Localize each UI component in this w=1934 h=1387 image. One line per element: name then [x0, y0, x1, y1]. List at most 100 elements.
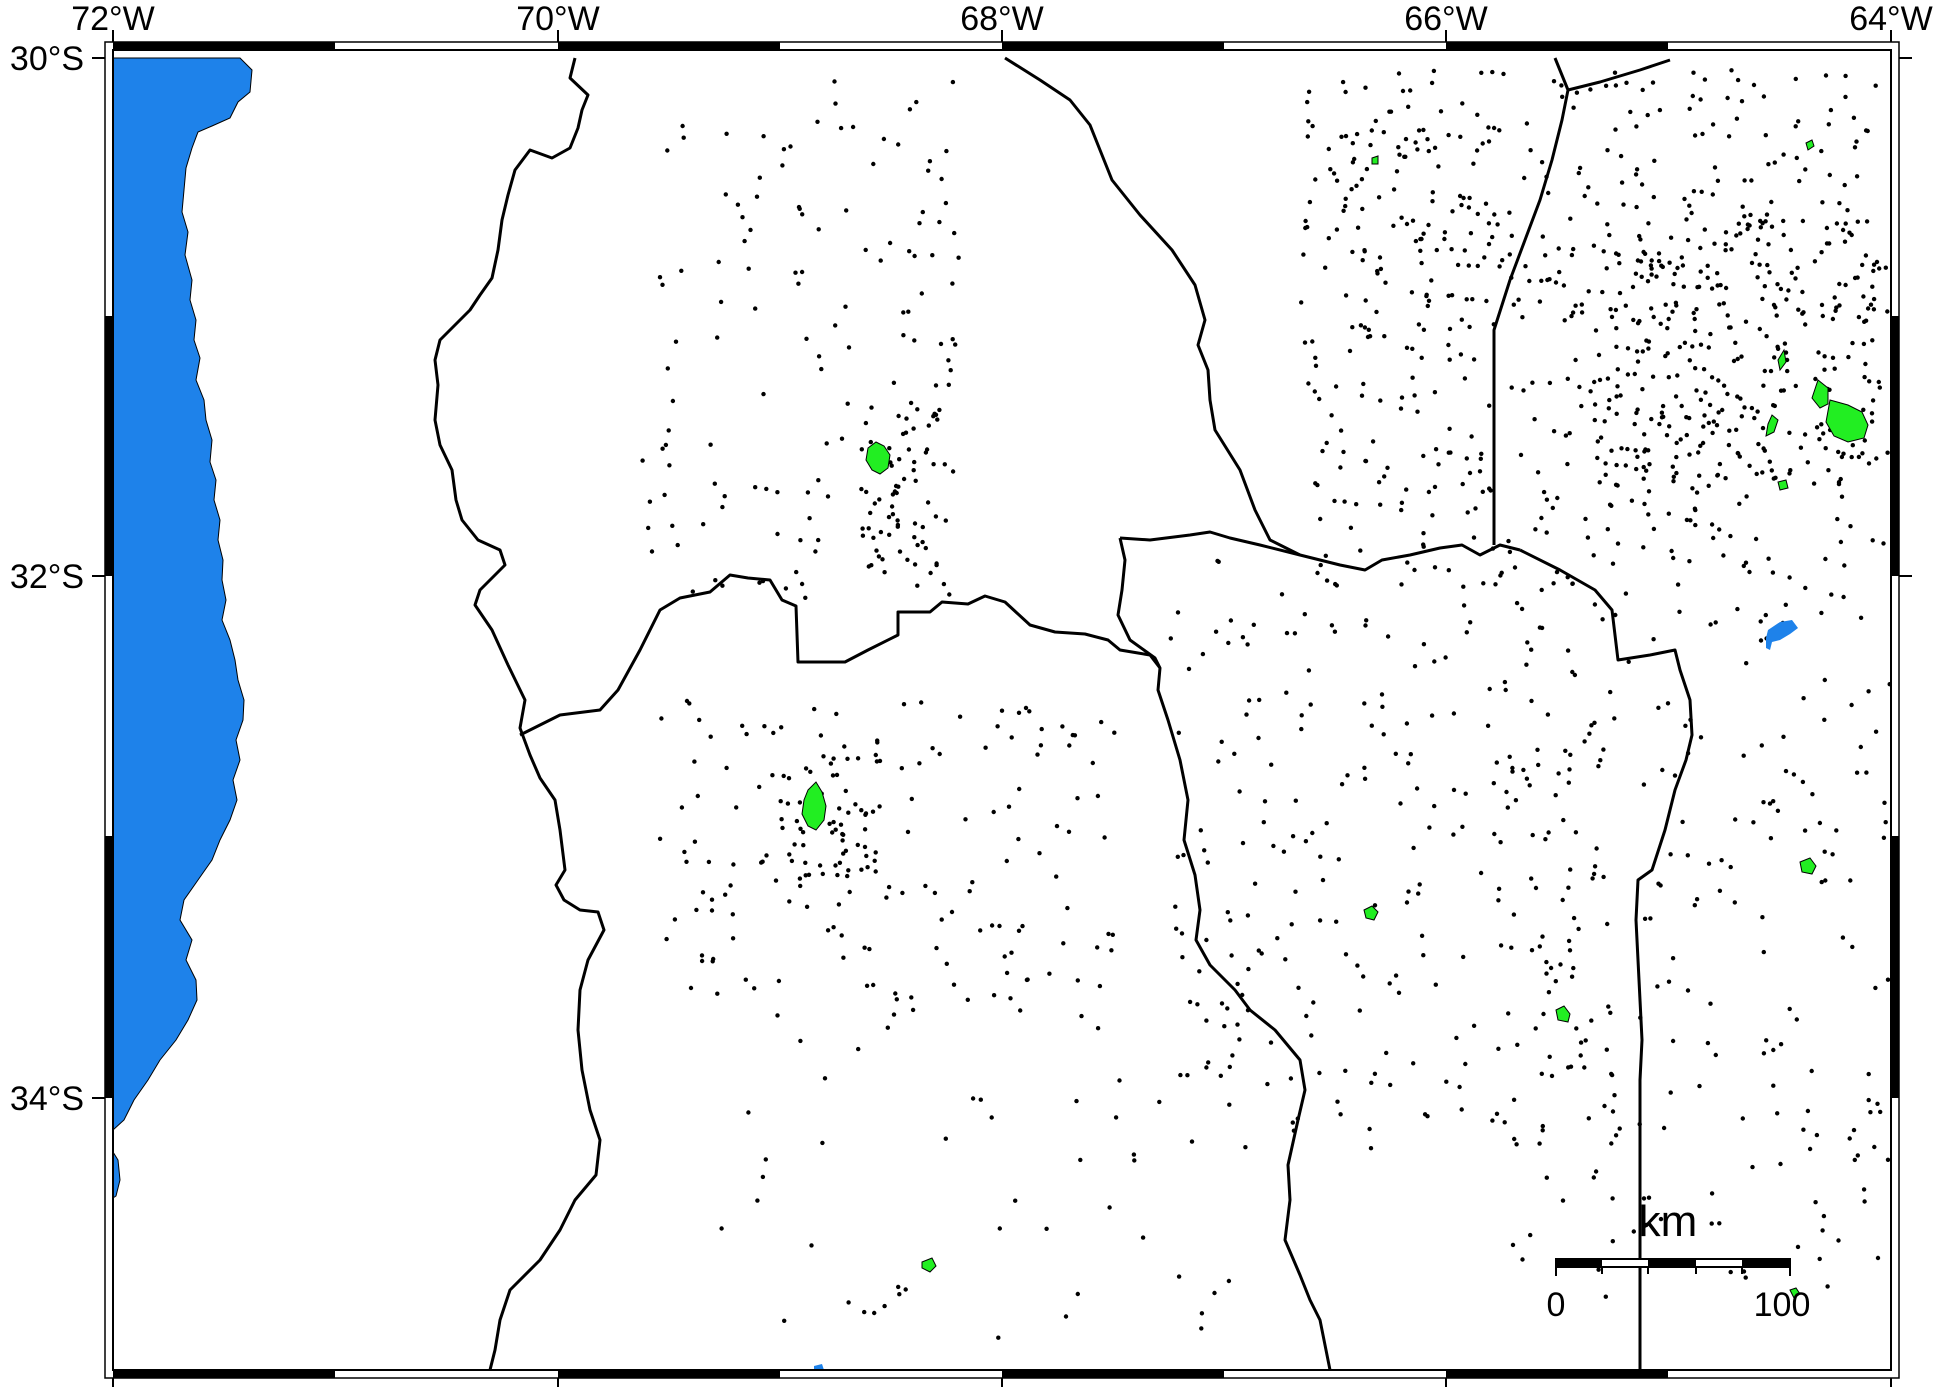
station-point [794, 818, 800, 824]
station-point [1539, 160, 1545, 165]
station-point [937, 751, 942, 757]
station-point [675, 542, 680, 548]
station-point [939, 917, 944, 922]
station-point [831, 925, 836, 930]
station-point [1657, 421, 1662, 427]
station-point [1362, 325, 1368, 330]
station-point [746, 266, 751, 271]
station-point [1292, 631, 1298, 636]
station-point [1544, 959, 1549, 965]
station-point [1567, 767, 1572, 772]
station-point [1605, 148, 1610, 153]
station-point [860, 526, 865, 531]
station-point [927, 159, 933, 164]
station-point [1571, 246, 1576, 252]
station-point [840, 838, 845, 843]
station-point [665, 148, 670, 153]
station-point [1444, 1079, 1449, 1084]
station-point [1598, 758, 1603, 763]
station-point [1687, 559, 1692, 564]
station-point [1256, 735, 1261, 741]
station-point [1774, 313, 1779, 318]
station-point [1771, 1083, 1776, 1088]
station-point [1743, 560, 1749, 565]
station-point [1591, 871, 1597, 877]
station-point [1747, 463, 1752, 468]
station-point [1765, 262, 1770, 268]
station-point [1665, 351, 1670, 356]
station-point [847, 889, 852, 895]
station-point [1803, 167, 1808, 172]
station-point [818, 733, 824, 738]
station-point [862, 844, 868, 850]
station-point [1205, 860, 1211, 865]
station-point [799, 581, 805, 587]
station-point [1459, 202, 1464, 208]
station-point [1530, 380, 1535, 385]
station-point [1638, 1015, 1643, 1020]
station-point [1471, 357, 1477, 362]
station-point [798, 1038, 803, 1044]
station-point [1862, 1199, 1867, 1204]
station-point [963, 817, 968, 822]
station-point [1498, 943, 1504, 948]
station-point [1767, 801, 1773, 806]
station-point [1374, 309, 1379, 315]
station-point [798, 826, 803, 831]
station-point [1609, 448, 1614, 453]
station-point [1602, 1103, 1607, 1109]
station-point [1843, 94, 1848, 100]
station-point [1107, 1205, 1112, 1210]
station-point [1338, 1112, 1343, 1117]
station-point [1460, 824, 1465, 829]
station-point [1775, 1111, 1780, 1116]
station-point [901, 333, 906, 338]
station-point [1037, 851, 1042, 856]
station-point [825, 494, 831, 499]
station-point [946, 358, 951, 363]
station-point [1403, 136, 1409, 142]
station-point [1694, 307, 1699, 312]
station-point [1834, 828, 1839, 833]
station-point [978, 1097, 983, 1102]
station-point [834, 711, 839, 717]
station-point [724, 131, 729, 136]
station-point [1334, 919, 1339, 924]
station-point [1398, 406, 1404, 411]
station-point [872, 858, 877, 863]
station-point [1648, 916, 1653, 921]
station-point [1688, 518, 1693, 523]
station-point [1511, 912, 1517, 917]
station-point [1388, 1082, 1393, 1088]
station-point [1075, 1291, 1081, 1297]
station-point [1523, 264, 1528, 269]
station-point [1614, 394, 1619, 399]
station-point [1074, 1098, 1079, 1104]
station-point [1343, 952, 1349, 957]
station-point [1431, 68, 1437, 74]
station-point [1421, 127, 1426, 133]
station-point [1519, 606, 1525, 612]
station-point [662, 492, 667, 498]
station-point [1631, 1229, 1637, 1234]
station-point [893, 991, 898, 996]
station-point [1318, 516, 1323, 522]
station-point [1343, 203, 1348, 209]
station-point [1717, 302, 1722, 307]
station-point [1510, 1242, 1516, 1248]
station-point [1496, 898, 1501, 903]
station-point [1566, 780, 1572, 785]
station-point [1613, 307, 1619, 313]
station-point [864, 853, 869, 859]
station-point [1416, 891, 1421, 896]
station-point [1589, 723, 1594, 728]
station-point [1617, 290, 1623, 296]
station-point [1712, 165, 1718, 170]
station-point [1372, 1071, 1378, 1077]
station-point [877, 804, 882, 809]
lake-embalse-rio-tercero [1766, 620, 1798, 650]
station-point [1343, 293, 1349, 298]
station-point [1670, 309, 1675, 314]
station-point [1601, 249, 1606, 254]
station-point [1659, 263, 1664, 268]
